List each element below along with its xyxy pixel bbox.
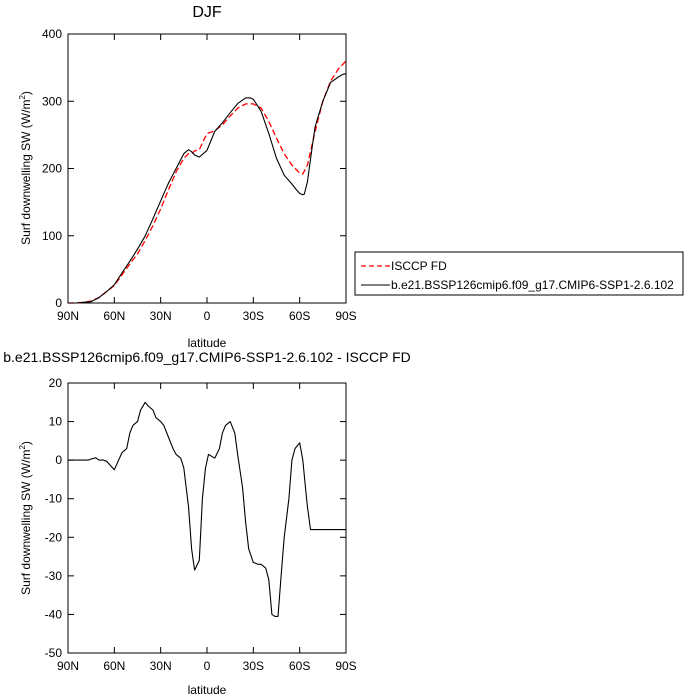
bottom-x-axis-label: latitude: [188, 683, 227, 697]
y-tick-label: 300: [42, 94, 62, 108]
y-tick-label: 100: [42, 229, 62, 243]
x-tick-label: 60N: [103, 309, 125, 323]
bottom-y-label-main: Surf downwelling SW (W/m: [19, 450, 33, 595]
x-tick-label: 30S: [243, 309, 264, 323]
top-x-axis-label: latitude: [188, 336, 227, 350]
bottom-panel: b.e21.BSSP126cmip6.f09_g17.CMIP6-SSP1-2.…: [3, 349, 411, 697]
bottom-chart-title: b.e21.BSSP126cmip6.f09_g17.CMIP6-SSP1-2.…: [3, 349, 411, 365]
x-tick-label: 90S: [335, 659, 356, 673]
y-tick-label: -10: [45, 492, 63, 506]
y-tick-label: -40: [45, 607, 63, 621]
x-tick-label: 30S: [243, 659, 264, 673]
legend-box: [354, 251, 684, 296]
x-tick-label: 60S: [289, 309, 310, 323]
bottom-y-label-close: ): [19, 441, 33, 445]
top-y-label-close: ): [19, 91, 33, 95]
top-x-ticks: 90N 60N 30N 0 30S 60S 90S: [57, 34, 357, 323]
y-tick-label: -30: [45, 569, 63, 583]
x-tick-label: 0: [204, 309, 211, 323]
series-line-0: [68, 401, 346, 617]
top-y-label-sup: 2: [18, 95, 27, 100]
y-tick-label: -50: [45, 646, 63, 660]
top-y-axis-label: Surf downwelling SW (W/m2): [18, 91, 33, 245]
series-line-1: [68, 73, 347, 304]
y-tick-label: 200: [42, 162, 62, 176]
bottom-series-lines: [68, 401, 346, 617]
y-tick-label: 0: [55, 453, 62, 467]
top-series-lines: [68, 60, 347, 304]
y-tick-label: -20: [45, 530, 63, 544]
x-tick-label: 0: [204, 659, 211, 673]
top-y-label-main: Surf downwelling SW (W/m: [19, 100, 33, 245]
x-tick-label: 90S: [335, 309, 356, 323]
top-y-ticks: 0 100 200 300 400: [42, 27, 346, 310]
legend-label-isccp: ISCCP FD: [391, 259, 447, 273]
top-chart-title: DJF: [192, 4, 222, 21]
bottom-y-label-sup: 2: [18, 445, 27, 450]
legend: ISCCP FD b.e21.BSSP126cmip6.f09_g17.CMIP…: [354, 251, 684, 296]
x-tick-label: 60N: [103, 659, 125, 673]
x-tick-label: 60S: [289, 659, 310, 673]
x-tick-label: 30N: [150, 659, 172, 673]
x-tick-label: 90N: [57, 309, 79, 323]
x-tick-label: 90N: [57, 659, 79, 673]
bottom-x-ticks: 90N 60N 30N 0 30S 60S 90S: [57, 383, 357, 673]
bottom-y-axis-label: Surf downwelling SW (W/m2): [18, 441, 33, 595]
legend-label-model: b.e21.BSSP126cmip6.f09_g17.CMIP6-SSP1-2.…: [391, 278, 674, 292]
y-tick-label: 10: [49, 415, 63, 429]
series-line-0: [68, 60, 347, 304]
y-tick-label: 20: [49, 376, 63, 390]
y-tick-label: 400: [42, 27, 62, 41]
bottom-y-ticks: -50 -40 -30 -20 -10 0 10 20: [45, 376, 346, 660]
x-tick-label: 30N: [150, 309, 172, 323]
y-tick-label: 0: [55, 296, 62, 310]
top-panel: DJF 90N 60N 30N 0 30S 60S 90S 0 100 200 300 400 la…: [18, 4, 357, 350]
